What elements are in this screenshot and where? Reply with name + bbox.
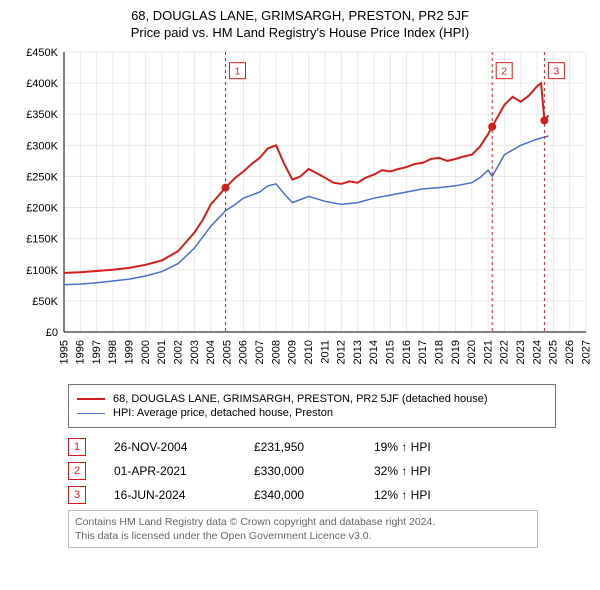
x-tick-label: 2021 bbox=[482, 340, 494, 364]
price-chart: £0 £50K £100K £150K £200K £250K £300K £350K £400… bbox=[8, 46, 592, 376]
sale-marker-badge: 2 bbox=[68, 462, 86, 480]
x-tick-label: 2019 bbox=[450, 340, 462, 364]
x-tick-label: 2023 bbox=[515, 340, 527, 364]
x-tick-label: 2000 bbox=[140, 340, 152, 364]
x-tick-label: 2007 bbox=[254, 340, 266, 364]
y-tick-label: £150K bbox=[26, 234, 58, 246]
y-tick-label: £0 bbox=[46, 327, 58, 339]
y-tick-label: £350K bbox=[26, 109, 58, 121]
x-tick-label: 1995 bbox=[58, 340, 70, 364]
sale-hpi-delta: 32% ↑ HPI bbox=[374, 464, 538, 478]
sale-row: 1 26-NOV-2004£231,95019% ↑ HPI bbox=[68, 438, 538, 456]
y-tick-label: £300K bbox=[26, 140, 58, 152]
y-tick-label: £100K bbox=[26, 265, 58, 277]
x-tick-label: 2017 bbox=[417, 340, 429, 364]
x-tick-label: 2026 bbox=[564, 340, 576, 364]
y-tick-label: £200K bbox=[26, 203, 58, 215]
sale-date: 01-APR-2021 bbox=[114, 464, 254, 478]
sale-price: £231,950 bbox=[254, 440, 374, 454]
chart-title-subtitle: Price paid vs. HM Land Registry's House … bbox=[8, 25, 592, 40]
sale-row: 2 01-APR-2021£330,00032% ↑ HPI bbox=[68, 462, 538, 480]
sale-hpi-delta: 19% ↑ HPI bbox=[374, 440, 538, 454]
sale-price: £340,000 bbox=[254, 488, 374, 502]
x-tick-label: 1998 bbox=[107, 340, 119, 364]
y-tick-label: £50K bbox=[32, 296, 58, 308]
sale-price: £330,000 bbox=[254, 464, 374, 478]
marker-badge-num: 1 bbox=[235, 67, 241, 78]
x-tick-label: 2004 bbox=[205, 340, 217, 364]
x-tick-label: 1999 bbox=[124, 340, 136, 364]
x-tick-label: 2008 bbox=[270, 340, 282, 364]
legend-swatch bbox=[77, 413, 105, 414]
footer-line-1: Contains HM Land Registry data © Crown c… bbox=[75, 515, 531, 529]
x-tick-label: 2016 bbox=[401, 340, 413, 364]
x-tick-label: 2022 bbox=[499, 340, 511, 364]
sale-marker-badge: 3 bbox=[68, 486, 86, 504]
y-tick-label: £250K bbox=[26, 171, 58, 183]
x-tick-label: 2002 bbox=[172, 340, 184, 364]
footer-line-2: This data is licensed under the Open Gov… bbox=[75, 529, 531, 543]
legend-row: 68, DOUGLAS LANE, GRIMSARGH, PRESTON, PR… bbox=[77, 393, 547, 405]
attribution-footer: Contains HM Land Registry data © Crown c… bbox=[68, 510, 538, 548]
x-tick-label: 2024 bbox=[531, 340, 543, 364]
x-tick-label: 2018 bbox=[433, 340, 445, 364]
x-tick-label: 2025 bbox=[548, 340, 560, 364]
x-tick-label: 2009 bbox=[287, 340, 299, 364]
x-tick-label: 2015 bbox=[385, 340, 397, 364]
sales-table: 1 26-NOV-2004£231,95019% ↑ HPI 2 01-APR-202… bbox=[68, 438, 538, 504]
legend-label: HPI: Average price, detached house, Pres… bbox=[113, 407, 333, 419]
marker-dot bbox=[488, 123, 496, 131]
sale-date: 16-JUN-2024 bbox=[114, 488, 254, 502]
x-tick-label: 2006 bbox=[238, 340, 250, 364]
sale-row: 3 16-JUN-2024£340,00012% ↑ HPI bbox=[68, 486, 538, 504]
sale-marker-badge: 1 bbox=[68, 438, 86, 456]
marker-badge-num: 2 bbox=[501, 67, 507, 78]
chart-title-address: 68, DOUGLAS LANE, GRIMSARGH, PRESTON, PR… bbox=[8, 8, 592, 23]
x-tick-label: 2012 bbox=[336, 340, 348, 364]
x-tick-label: 2005 bbox=[221, 340, 233, 364]
x-tick-label: 1996 bbox=[75, 340, 87, 364]
marker-badge-num: 3 bbox=[554, 67, 560, 78]
y-tick-label: £400K bbox=[26, 78, 58, 90]
legend-swatch bbox=[77, 398, 105, 400]
sale-date: 26-NOV-2004 bbox=[114, 440, 254, 454]
x-tick-label: 2014 bbox=[368, 340, 380, 364]
chart-titles: 68, DOUGLAS LANE, GRIMSARGH, PRESTON, PR… bbox=[8, 8, 592, 40]
x-tick-label: 2003 bbox=[189, 340, 201, 364]
x-tick-label: 2011 bbox=[319, 340, 331, 364]
x-tick-label: 2001 bbox=[156, 340, 168, 364]
marker-dot bbox=[221, 184, 229, 192]
legend-label: 68, DOUGLAS LANE, GRIMSARGH, PRESTON, PR… bbox=[113, 393, 488, 405]
x-tick-label: 1997 bbox=[91, 340, 103, 364]
sale-hpi-delta: 12% ↑ HPI bbox=[374, 488, 538, 502]
marker-dot bbox=[540, 116, 548, 124]
x-tick-label: 2027 bbox=[580, 340, 592, 364]
x-tick-label: 2020 bbox=[466, 340, 478, 364]
y-tick-label: £450K bbox=[26, 47, 58, 59]
chart-svg: £0 £50K £100K £150K £200K £250K £300K £350K £400… bbox=[8, 46, 592, 376]
legend-row: HPI: Average price, detached house, Pres… bbox=[77, 407, 547, 419]
x-tick-label: 2013 bbox=[352, 340, 364, 364]
legend: 68, DOUGLAS LANE, GRIMSARGH, PRESTON, PR… bbox=[68, 384, 556, 428]
x-tick-label: 2010 bbox=[303, 340, 315, 364]
